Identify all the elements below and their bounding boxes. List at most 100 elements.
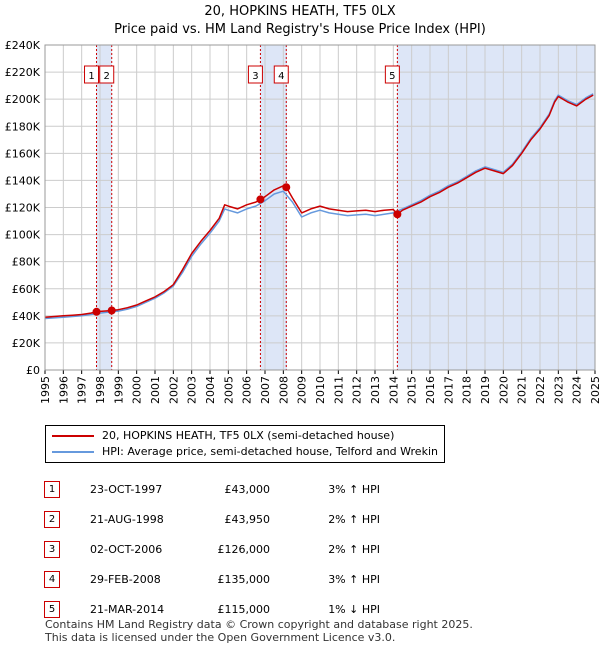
sale-marker-box-3 <box>247 65 263 84</box>
x-tick-label: 1996 <box>57 376 70 404</box>
x-tick-label: 2004 <box>204 376 217 404</box>
chart-subtitle: Price paid vs. HM Land Registry's House … <box>114 22 486 37</box>
sale-price: £43,000 <box>224 482 271 496</box>
x-tick-label: 2009 <box>296 376 309 404</box>
x-tick-label: 2012 <box>351 376 364 404</box>
sale-number-badge: 1 <box>44 480 60 498</box>
sale-hpi-change: 2% ↑ HPI <box>328 512 380 526</box>
y-tick-label: £40K <box>12 310 41 323</box>
x-tick-label: 2013 <box>369 376 382 404</box>
x-tick-label: 2025 <box>589 376 600 404</box>
y-tick-label: £220K <box>5 66 41 79</box>
sale-number-badge: 2 <box>44 510 60 528</box>
legend-item-hpi: HPI: Average price, semi-detached house,… <box>52 445 438 459</box>
y-tick-label: £200K <box>5 93 41 106</box>
x-tick-label: 2000 <box>131 376 144 404</box>
footer-copyright: Contains HM Land Registry data © Crown c… <box>45 618 473 631</box>
x-tick-label: 2024 <box>571 376 584 404</box>
y-tick-label: £140K <box>5 174 41 187</box>
y-tick-label: £0 <box>26 364 40 377</box>
y-tick-label: £60K <box>12 283 41 296</box>
x-tick-label: 2001 <box>149 376 162 404</box>
hpi-line <box>44 93 594 320</box>
legend-price-swatch <box>52 435 94 437</box>
sale-marker-label-1: 1 <box>88 71 94 82</box>
sale-marker-label-4: 4 <box>278 71 284 82</box>
sale-price: £43,950 <box>224 512 271 526</box>
sale-marker-label-5: 5 <box>389 71 395 82</box>
sale-price: £135,000 <box>217 572 271 586</box>
sales-table: 1 23-OCT-1997 £43,000 3% ↑ HPI 2 21-AUG-1998 £… <box>44 474 395 624</box>
sale-hpi-change: 3% ↑ HPI <box>328 572 380 586</box>
sale-point-2 <box>107 306 116 315</box>
sale-point-5 <box>393 210 402 219</box>
x-tick-label: 2021 <box>516 376 529 404</box>
x-tick-label: 2022 <box>534 376 547 404</box>
y-tick-label: £160K <box>5 147 41 160</box>
sale-number: 5 <box>44 594 84 624</box>
sale-date: 21-MAR-2014 <box>90 602 165 616</box>
sale-marker-box-1 <box>84 65 100 84</box>
sale-marker-label-2: 2 <box>104 71 110 82</box>
sale-hpi-change: 3% ↑ HPI <box>328 482 380 496</box>
x-tick-label: 2015 <box>406 376 419 404</box>
x-tick-label: 2018 <box>461 376 474 404</box>
sale-point-1 <box>92 307 101 316</box>
sale-date: 21-AUG-1998 <box>90 512 164 526</box>
chart-title: 20, HOPKINS HEATH, TF5 0LX <box>204 4 396 19</box>
sale-row: 2 21-AUG-1998 £43,950 2% ↑ HPI <box>44 504 395 534</box>
sale-hpi-change: 1% ↓ HPI <box>328 602 380 616</box>
y-tick-label: £80K <box>12 256 41 269</box>
y-tick-label: £20K <box>12 337 41 350</box>
x-tick-label: 2002 <box>167 376 180 404</box>
x-tick-label: 2010 <box>314 376 327 404</box>
sale-hpi-change: 2% ↑ HPI <box>328 542 380 556</box>
sale-row: 5 21-MAR-2014 £115,000 1% ↓ HPI <box>44 594 395 624</box>
sale-marker-box-4 <box>273 65 289 84</box>
x-tick-label: 2006 <box>241 376 254 404</box>
x-tick-label: 2020 <box>497 376 510 404</box>
sale-number: 4 <box>44 564 84 594</box>
x-tick-label: 1995 <box>39 376 52 404</box>
footer: Contains HM Land Registry data © Crown c… <box>45 618 473 644</box>
x-tick-label: 2008 <box>277 376 290 404</box>
sale-number-badge: 5 <box>44 600 60 618</box>
sale-row: 1 23-OCT-1997 £43,000 3% ↑ HPI <box>44 474 395 504</box>
x-tick-label: 2023 <box>552 376 565 404</box>
sale-marker-box-2 <box>99 65 115 84</box>
sale-price: £115,000 <box>217 602 271 616</box>
legend: 20, HOPKINS HEATH, TF5 0LX (semi-detache… <box>45 425 445 463</box>
sale-number-badge: 3 <box>44 540 60 558</box>
sale-number: 2 <box>44 504 84 534</box>
y-tick-label: £240K <box>5 39 41 52</box>
x-tick-label: 2016 <box>424 376 437 404</box>
sale-point-4 <box>282 183 291 192</box>
footer-licence: This data is licensed under the Open Gov… <box>45 631 396 644</box>
sale-number: 1 <box>44 474 84 504</box>
x-tick-label: 2003 <box>186 376 199 404</box>
sale-marker-box-5 <box>384 65 400 84</box>
x-tick-label: 2011 <box>332 376 345 404</box>
sale-price: £126,000 <box>217 542 271 556</box>
sale-marker-label-3: 3 <box>252 71 258 82</box>
legend-item-price: 20, HOPKINS HEATH, TF5 0LX (semi-detache… <box>52 429 394 443</box>
y-tick-label: £120K <box>5 202 41 215</box>
sale-date: 02-OCT-2006 <box>90 542 163 556</box>
x-tick-label: 1998 <box>94 376 107 404</box>
x-tick-label: 1999 <box>112 376 125 404</box>
sale-number-badge: 4 <box>44 570 60 588</box>
sale-date: 29-FEB-2008 <box>90 572 161 586</box>
x-tick-label: 1997 <box>76 376 89 404</box>
y-tick-label: £100K <box>5 229 41 242</box>
y-tick-label: £180K <box>5 120 41 133</box>
sale-date: 23-OCT-1997 <box>90 482 163 496</box>
sale-number: 3 <box>44 534 84 564</box>
x-tick-label: 2005 <box>222 376 235 404</box>
x-tick-label: 2017 <box>442 376 455 404</box>
x-tick-label: 2019 <box>479 376 492 404</box>
legend-hpi-label: HPI: Average price, semi-detached house,… <box>102 445 438 458</box>
sale-row: 3 02-OCT-2006 £126,000 2% ↑ HPI <box>44 534 395 564</box>
legend-price-label: 20, HOPKINS HEATH, TF5 0LX (semi-detache… <box>102 429 395 442</box>
x-tick-label: 2007 <box>259 376 272 404</box>
